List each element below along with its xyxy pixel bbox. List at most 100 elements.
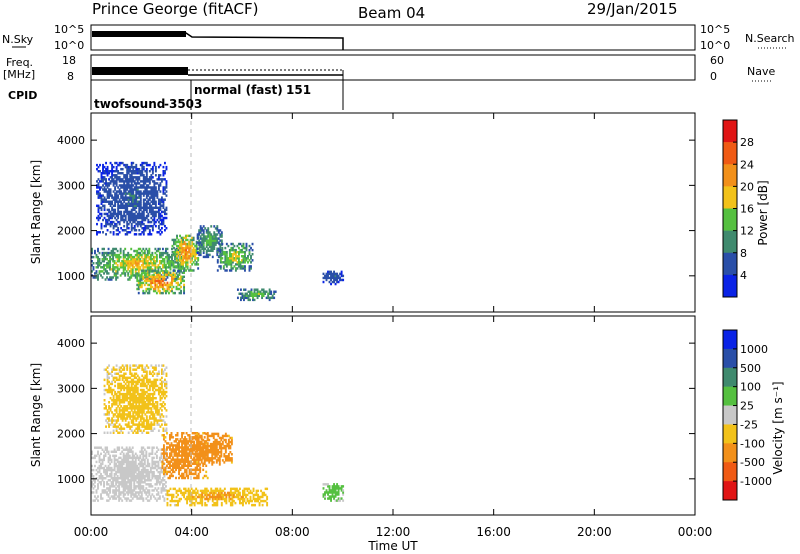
heatmap-cell bbox=[182, 460, 185, 463]
heatmap-cell bbox=[207, 493, 210, 497]
heatmap-cell bbox=[163, 264, 166, 267]
heatmap-cell bbox=[114, 182, 117, 185]
heatmap-cell bbox=[162, 394, 165, 398]
heatmap-cell bbox=[166, 501, 169, 505]
heatmap-cell bbox=[190, 487, 193, 491]
heatmap-cell bbox=[136, 224, 139, 228]
heatmap-cell bbox=[140, 285, 143, 289]
heatmap-cell bbox=[103, 272, 105, 275]
heatmap-cell bbox=[121, 413, 124, 416]
heatmap-cell bbox=[215, 453, 218, 456]
heatmap-cell bbox=[328, 270, 331, 274]
heatmap-cell bbox=[199, 231, 202, 234]
heatmap-cell bbox=[145, 161, 148, 165]
heatmap-cell bbox=[183, 289, 186, 293]
heatmap-cell bbox=[178, 273, 181, 276]
heatmap-cell bbox=[110, 470, 113, 474]
heatmap-cell bbox=[172, 279, 175, 283]
heatmap-cell bbox=[124, 405, 127, 408]
heatmap-cell bbox=[212, 444, 215, 448]
heatmap-cell bbox=[175, 272, 178, 275]
heatmap-cell bbox=[213, 233, 216, 236]
heatmap-cell bbox=[174, 487, 176, 491]
heatmap-cell bbox=[152, 474, 155, 478]
heatmap-cell bbox=[121, 206, 124, 210]
heatmap-cell bbox=[159, 419, 162, 422]
heatmap-cell bbox=[151, 192, 154, 195]
heatmap-cell bbox=[180, 265, 183, 268]
heatmap-cell bbox=[186, 259, 189, 262]
heatmap-cell bbox=[252, 489, 255, 493]
heatmap-cell bbox=[177, 277, 179, 281]
heatmap-cell bbox=[222, 497, 225, 501]
heatmap-cell bbox=[126, 425, 129, 428]
heatmap-cell bbox=[97, 452, 99, 456]
heatmap-cell bbox=[150, 425, 153, 428]
heatmap-cell bbox=[139, 186, 142, 189]
heatmap-cell bbox=[205, 255, 208, 259]
heatmap-cell bbox=[151, 380, 154, 384]
heatmap-cell bbox=[138, 192, 141, 195]
heatmap-cell bbox=[157, 202, 160, 205]
heatmap-cell bbox=[144, 176, 147, 179]
heatmap-cell bbox=[244, 292, 247, 295]
heatmap-cell bbox=[136, 182, 139, 185]
heatmap-cell bbox=[189, 238, 192, 242]
heatmap-cell bbox=[133, 485, 136, 488]
heatmap-cell bbox=[121, 479, 124, 482]
heatmap-cell bbox=[125, 259, 128, 263]
heatmap-cell bbox=[237, 257, 240, 260]
heatmap-cell bbox=[234, 267, 237, 270]
heatmap-cell bbox=[123, 388, 126, 392]
heatmap-cell bbox=[124, 477, 127, 480]
heatmap-cell bbox=[141, 405, 144, 408]
heatmap-cell bbox=[115, 489, 118, 492]
heatmap-cell bbox=[108, 222, 111, 226]
heatmap-cell bbox=[176, 452, 179, 455]
heatmap-cell bbox=[169, 289, 172, 293]
power-colorbar-segment bbox=[723, 164, 737, 187]
heatmap-cell bbox=[124, 413, 127, 416]
heatmap-cell bbox=[182, 246, 185, 250]
heatmap-cell bbox=[133, 464, 136, 468]
heatmap-cell bbox=[138, 210, 141, 214]
heatmap-cell bbox=[196, 450, 199, 453]
heatmap-cell bbox=[101, 477, 104, 480]
heatmap-cell bbox=[216, 487, 219, 491]
heatmap-cell bbox=[117, 233, 120, 236]
heatmap-cell bbox=[158, 495, 161, 498]
heatmap-cell bbox=[132, 196, 135, 199]
heatmap-cell bbox=[177, 269, 180, 272]
heatmap-cell bbox=[164, 436, 167, 439]
heatmap-cell bbox=[162, 216, 165, 220]
heatmap-cell bbox=[199, 436, 202, 439]
heatmap-cell bbox=[199, 251, 202, 255]
heatmap-cell bbox=[216, 493, 219, 497]
heatmap-cell bbox=[136, 253, 139, 257]
heatmap-cell bbox=[163, 273, 166, 276]
heatmap-cell bbox=[228, 495, 231, 499]
heatmap-cell bbox=[120, 202, 123, 205]
heatmap-cell bbox=[119, 470, 122, 474]
heatmap-cell bbox=[121, 450, 124, 453]
heatmap-cell bbox=[128, 253, 131, 257]
heatmap-cell bbox=[128, 264, 131, 267]
heatmap-cell bbox=[208, 243, 211, 246]
heatmap-cell bbox=[117, 419, 120, 422]
heatmap-cell bbox=[122, 264, 125, 267]
heatmap-cell bbox=[109, 462, 112, 466]
heatmap-cell bbox=[148, 386, 151, 390]
heatmap-cell bbox=[118, 485, 121, 488]
heatmap-cell bbox=[135, 364, 138, 367]
heatmap-cell bbox=[136, 425, 139, 428]
heatmap-cell bbox=[110, 278, 113, 281]
heatmap-cell bbox=[213, 493, 216, 497]
heatmap-cell bbox=[212, 446, 215, 450]
heatmap-cell bbox=[154, 368, 157, 371]
heatmap-cell bbox=[103, 384, 106, 388]
heatmap-cell bbox=[156, 405, 159, 408]
heatmap-cell bbox=[182, 265, 185, 268]
heatmap-cell bbox=[176, 442, 179, 445]
heatmap-cell bbox=[115, 233, 118, 236]
heatmap-cell bbox=[171, 499, 173, 503]
